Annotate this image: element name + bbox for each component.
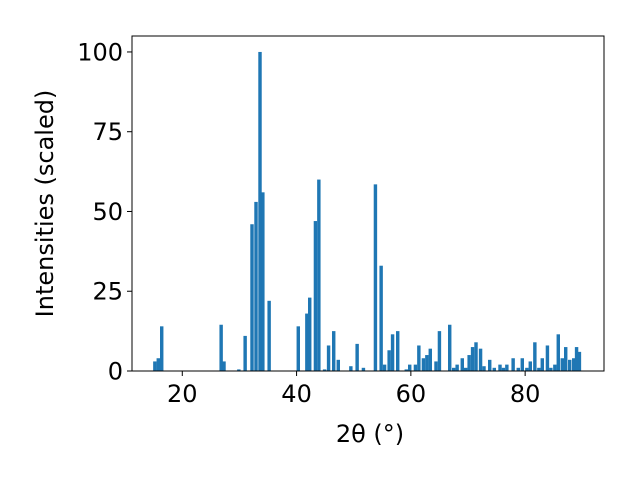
bar [332,331,336,371]
bar [498,364,502,371]
x-tick-label: 40 [281,380,312,408]
bar [520,358,524,371]
bar [452,367,456,371]
bar [482,366,486,371]
bar [533,342,537,371]
bar [460,358,464,371]
bar [250,224,254,371]
bar [553,364,557,371]
bar [222,361,226,371]
bar [474,342,478,371]
bar [349,366,353,371]
bar [549,367,553,371]
bar [470,347,475,371]
bar [556,334,560,371]
bar [390,334,395,371]
bar [305,313,309,371]
bar [516,367,520,371]
bar [404,369,408,371]
bar [574,347,579,371]
bar [237,369,241,371]
bar [564,347,568,371]
y-tick-label: 25 [92,278,123,306]
bar [528,361,532,371]
y-tick-label: 0 [108,358,123,386]
bar [308,297,312,371]
bar [408,364,412,371]
bar [505,364,509,371]
bar [296,326,300,371]
bar [537,367,541,371]
bar [511,358,515,371]
bar [243,335,247,371]
x-tick-label: 20 [167,380,198,408]
bar [568,359,572,371]
bar [492,367,496,371]
bar [387,350,391,371]
y-tick-label: 75 [92,118,123,146]
bar [417,345,421,371]
bar [396,331,400,371]
bar [267,300,271,371]
bar [322,369,327,371]
bar [428,348,432,371]
bar [488,359,492,371]
y-tick-label: 50 [92,198,123,226]
x-axis-ticks: 20 40 60 80 [167,371,540,408]
bar [560,358,564,371]
bar [379,265,383,371]
bar [355,343,359,371]
bar [467,355,471,371]
bar [156,358,160,371]
x-axis-label: 2θ (°) [336,420,404,448]
bar [455,364,459,371]
plot-frame [131,35,605,372]
bar [413,364,418,371]
bar [540,358,544,371]
bar [437,331,442,371]
bar [219,324,223,371]
x-tick-label: 80 [510,380,541,408]
x-tick-label: 60 [396,380,427,408]
y-axis-label: Intensities (scaled) [31,90,59,318]
bar [336,359,340,371]
bar [448,324,452,371]
y-axis-ticks: 0 25 50 75 100 [77,38,132,386]
bar [373,184,378,371]
bar [421,358,426,371]
bar [545,345,550,371]
bar [254,201,258,371]
bar [577,351,582,371]
bar [317,179,321,371]
bar [572,358,576,371]
bar [525,367,529,371]
bar [382,364,387,371]
bar [261,192,265,371]
bar [361,367,366,371]
bars-group [153,51,582,371]
bar [258,51,262,371]
bar [153,361,157,371]
bar [434,361,438,371]
bar [478,348,483,371]
bar [464,367,468,371]
bar [425,355,429,371]
y-tick-label: 100 [77,38,123,66]
bar [501,367,506,371]
bar [313,221,318,371]
bar [160,326,164,371]
bar [326,345,331,371]
